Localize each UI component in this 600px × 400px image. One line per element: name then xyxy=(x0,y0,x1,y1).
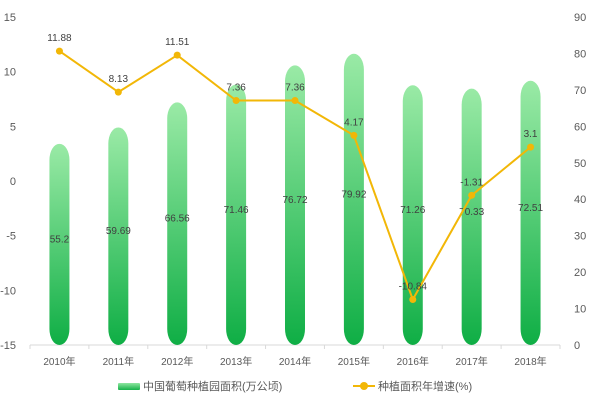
bar-value-label: 79.92 xyxy=(341,189,366,200)
legend-item-growth: 种植面积年增速(%) xyxy=(353,378,472,394)
bar xyxy=(402,85,423,346)
bar xyxy=(49,143,70,345)
line-marker xyxy=(114,88,122,96)
line-series xyxy=(55,47,535,304)
x-axis-label: 2013年 xyxy=(220,355,252,368)
legend-bar-swatch xyxy=(118,382,140,390)
x-axis-ticks xyxy=(29,345,561,349)
right-axis-tick: 0 xyxy=(574,340,580,352)
left-axis: 15 10 5 0 -5 -10 -15 xyxy=(0,12,16,352)
line-marker xyxy=(409,296,417,304)
right-axis-tick: 50 xyxy=(574,158,586,170)
line-data-labels: 11.88 8.13 11.51 7.36 7.36 4.17 -10.84 -1.31 3.1 xyxy=(47,33,538,292)
x-axis-label: 2018年 xyxy=(514,355,546,368)
x-axis-label: 2010年 xyxy=(43,355,75,368)
legend-line-swatch xyxy=(353,382,375,390)
bar xyxy=(520,80,541,345)
left-axis-tick: 10 xyxy=(4,67,16,79)
right-axis-tick: 30 xyxy=(574,231,586,243)
left-axis-tick: 5 xyxy=(10,121,16,133)
legend-line-label: 种植面积年增速(%) xyxy=(378,381,473,393)
line-marker xyxy=(350,131,358,139)
line-marker xyxy=(55,47,63,55)
x-axis-label: 2017年 xyxy=(456,355,488,368)
line-value-label: 7.36 xyxy=(285,83,305,94)
line-value-label: 11.51 xyxy=(165,37,190,48)
bar xyxy=(285,65,305,345)
right-axis-tick: 90 xyxy=(574,12,586,24)
right-axis-tick: 20 xyxy=(574,267,586,279)
bar-value-label: 71.46 xyxy=(224,205,249,216)
line-value-label: 8.13 xyxy=(109,74,129,85)
bar-value-label: 59.69 xyxy=(106,226,131,237)
bar-value-label: 70.33 xyxy=(459,207,484,218)
bar-value-label: 72.51 xyxy=(518,203,543,214)
legend-bar-label: 中国葡萄种植园面积(万公顷) xyxy=(143,381,283,393)
line-value-label: -10.84 xyxy=(399,282,428,293)
right-axis-tick: 60 xyxy=(574,121,586,133)
bar xyxy=(167,102,188,345)
right-axis: 90 80 70 60 50 40 30 20 10 0 xyxy=(574,12,586,352)
bar-data-labels: 55.2 59.69 66.56 71.46 76.72 79.92 71.26 70.33 7… xyxy=(50,189,544,245)
bar-value-label: 76.72 xyxy=(282,195,307,206)
x-axis-label: 2012年 xyxy=(161,355,193,368)
x-axis-labels: 2010年 2011年 2012年 2013年 2014年 2015年 2016年 2017年… xyxy=(43,355,546,368)
x-axis-label: 2015年 xyxy=(338,355,370,368)
line-marker xyxy=(527,143,535,151)
left-axis-tick: -5 xyxy=(6,231,16,243)
x-axis-label: 2011年 xyxy=(103,355,135,368)
line-marker xyxy=(291,97,299,105)
bar-value-label: 55.2 xyxy=(50,234,70,245)
bar-value-label: 66.56 xyxy=(165,214,190,225)
bar-value-label: 71.26 xyxy=(400,205,425,216)
bar xyxy=(108,127,129,346)
bar xyxy=(461,88,482,346)
right-axis-tick: 80 xyxy=(574,48,586,60)
line-marker xyxy=(232,97,240,105)
line-value-label: 11.88 xyxy=(47,33,72,44)
line-value-label: 7.36 xyxy=(226,83,246,94)
x-axis-label: 2016年 xyxy=(397,355,429,368)
legend-item-area: 中国葡萄种植园面积(万公顷) xyxy=(118,378,282,394)
line-value-label: -1.31 xyxy=(460,177,483,188)
left-axis-tick: 0 xyxy=(10,176,16,188)
line-marker xyxy=(173,51,181,59)
right-axis-tick: 70 xyxy=(574,85,586,97)
line-marker xyxy=(468,191,476,199)
bar xyxy=(343,53,364,346)
left-axis-tick: -10 xyxy=(0,285,16,297)
right-axis-tick: 40 xyxy=(574,194,586,206)
bar xyxy=(226,84,247,346)
bar-series xyxy=(49,53,541,346)
right-axis-tick: 10 xyxy=(574,304,586,316)
line-value-label: 3.1 xyxy=(524,129,538,140)
x-axis-label: 2014年 xyxy=(279,355,311,368)
line-value-label: 4.17 xyxy=(344,117,364,128)
left-axis-tick: -15 xyxy=(0,340,16,352)
left-axis-tick: 15 xyxy=(4,12,16,24)
